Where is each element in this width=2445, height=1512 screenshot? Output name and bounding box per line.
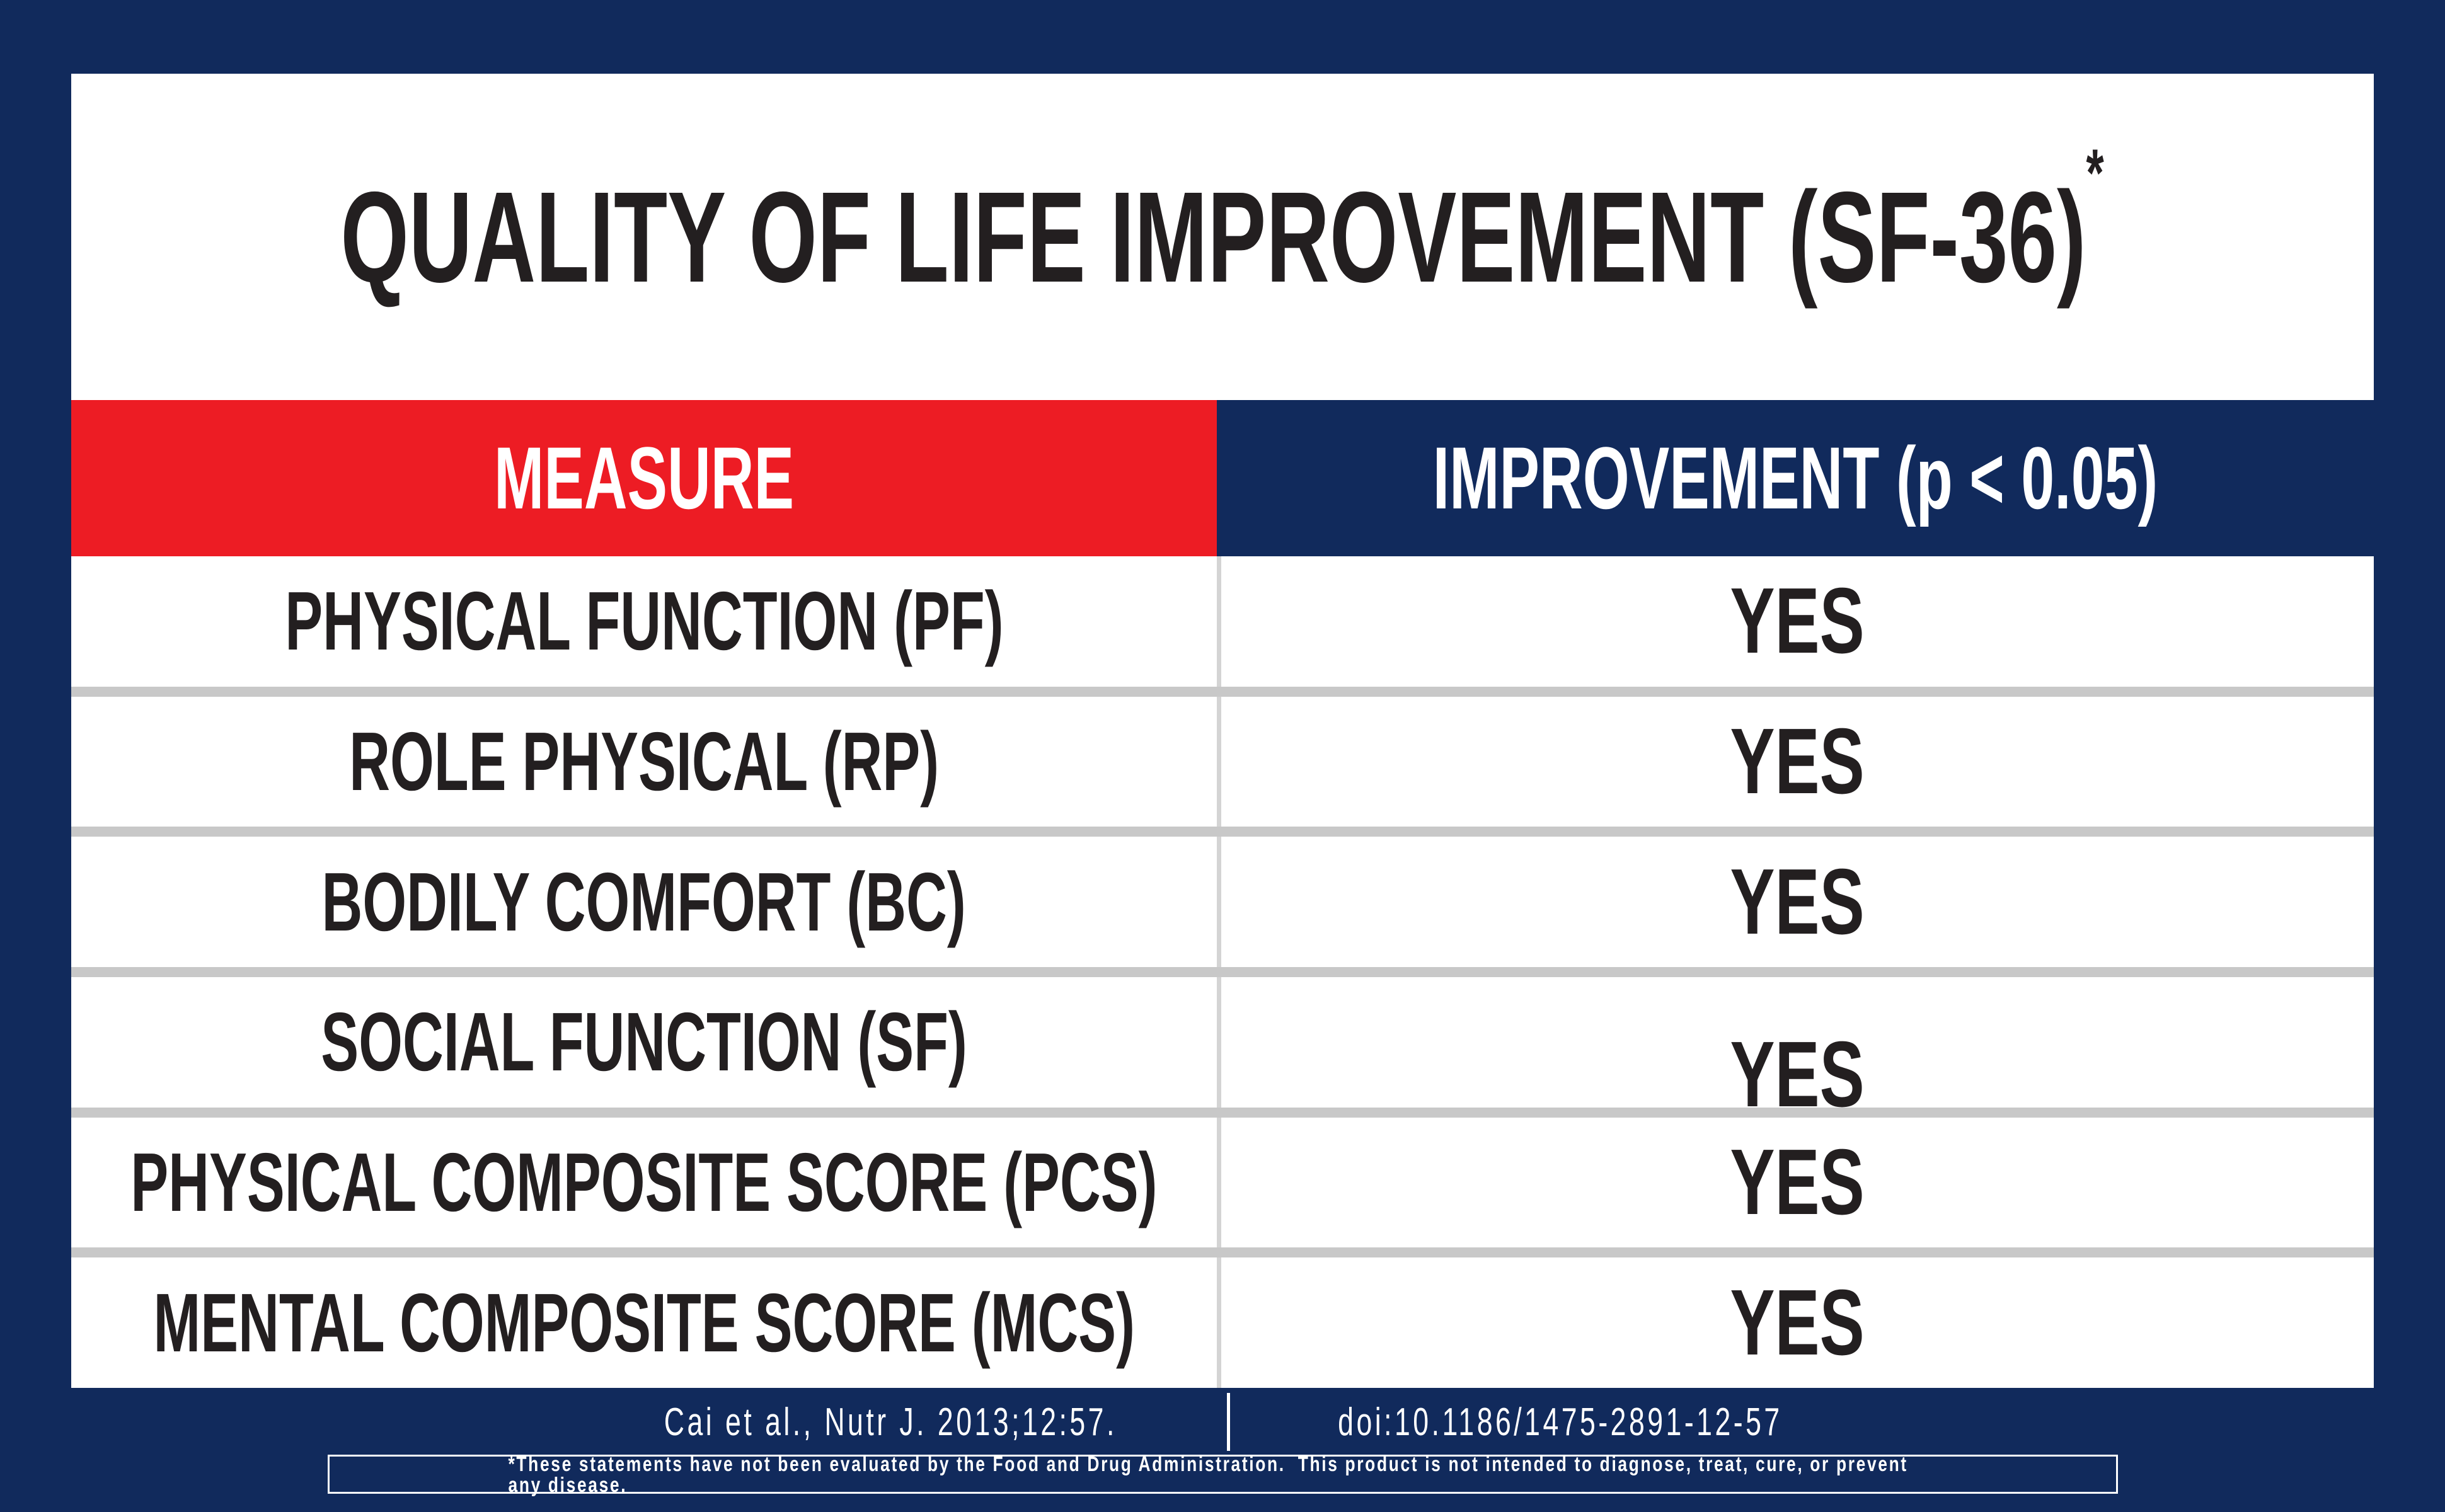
improvement-cell: YES — [1217, 556, 2374, 687]
improvement-value-wrap: YES — [1704, 575, 1890, 668]
table-row: PHYSICAL FUNCTION (PF) YES — [71, 556, 2374, 687]
measure-label: PHYSICAL COMPOSITE SCORE (PCS) — [130, 1136, 1158, 1229]
table-row: PHYSICAL COMPOSITE SCORE (PCS) YES — [71, 1107, 2374, 1248]
improvement-value: YES — [1730, 1130, 1865, 1235]
table-row: MENTAL COMPOSITE SCORE (MCS) YES — [71, 1247, 2374, 1389]
improvement-value: YES — [1730, 849, 1865, 954]
citation-divider-line — [1226, 1393, 1230, 1451]
improvement-value: YES — [1730, 1022, 1865, 1127]
improvement-value-wrap: YES — [1704, 715, 1890, 808]
header-label-improvement: IMPROVEMENT (p < 0.05) — [1432, 428, 2158, 527]
page-title-text: QUALITY OF LIFE IMPROVEMENT (SF-36) — [340, 164, 2086, 309]
table-body: PHYSICAL FUNCTION (PF) YES ROLE PHYSICAL… — [71, 556, 2374, 1389]
measure-label: PHYSICAL FUNCTION (PF) — [284, 575, 1004, 668]
header-cell-measure: MEASURE — [71, 400, 1217, 556]
measure-label: SOCIAL FUNCTION (SF) — [321, 995, 967, 1089]
title-area: QUALITY OF LIFE IMPROVEMENT (SF-36)* — [71, 74, 2374, 400]
page-title: QUALITY OF LIFE IMPROVEMENT (SF-36)* — [341, 139, 2104, 302]
table-card: QUALITY OF LIFE IMPROVEMENT (SF-36)* MEA… — [71, 74, 2374, 1389]
disclaimer-text: *These statements have not been evaluate… — [508, 1452, 1914, 1496]
citation-right: doi:10.1186/1475-2891-12-57 — [1338, 1400, 1783, 1444]
citation-left: Cai et al., Nutr J. 2013;12:57. — [664, 1400, 1118, 1444]
disclaimer-box: *These statements have not been evaluate… — [327, 1452, 2118, 1496]
measure-cell: PHYSICAL COMPOSITE SCORE (PCS) — [71, 1118, 1217, 1248]
measure-cell: SOCIAL FUNCTION (SF) — [71, 977, 1217, 1108]
measure-cell: ROLE PHYSICAL (RP) — [71, 697, 1217, 827]
footer-band: Cai et al., Nutr J. 2013;12:57. doi:10.1… — [0, 1388, 2445, 1512]
improvement-value: YES — [1730, 1270, 1865, 1375]
header-cell-improvement: IMPROVEMENT (p < 0.05) — [1217, 400, 2374, 556]
measure-cell: BODILY COMFORT (BC) — [71, 837, 1217, 967]
improvement-cell: YES — [1217, 1257, 2374, 1389]
measure-cell: PHYSICAL FUNCTION (PF) — [71, 556, 1217, 687]
improvement-value: YES — [1730, 709, 1865, 813]
citation: Cai et al., Nutr J. 2013;12:57. doi:10.1… — [576, 1392, 1868, 1452]
table-header-row: MEASURE IMPROVEMENT (p < 0.05) — [71, 400, 2374, 556]
improvement-value: YES — [1730, 569, 1865, 673]
improvement-value-wrap: YES — [1704, 1136, 1890, 1229]
measure-label: BODILY COMFORT (BC) — [321, 855, 967, 948]
improvement-cell: YES — [1217, 837, 2374, 968]
table-row: SOCIAL FUNCTION (SF) YES — [71, 967, 2374, 1121]
measure-label: MENTAL COMPOSITE SCORE (MCS) — [153, 1276, 1135, 1369]
title-asterisk: * — [2086, 135, 2105, 211]
table-row: BODILY COMFORT (BC) YES — [71, 827, 2374, 968]
improvement-cell: YES — [1217, 977, 2374, 1121]
improvement-cell: YES — [1217, 696, 2374, 827]
improvement-value-wrap: YES — [1704, 849, 1890, 954]
measure-cell: MENTAL COMPOSITE SCORE (MCS) — [71, 1257, 1217, 1388]
table-row: ROLE PHYSICAL (RP) YES — [71, 686, 2374, 827]
improvement-value-wrap: YES — [1704, 1276, 1890, 1370]
header-label-measure: MEASURE — [493, 428, 795, 527]
measure-label: ROLE PHYSICAL (RP) — [349, 715, 939, 808]
improvement-cell: YES — [1217, 1117, 2374, 1248]
improvement-value-wrap: YES — [1704, 1028, 1890, 1121]
